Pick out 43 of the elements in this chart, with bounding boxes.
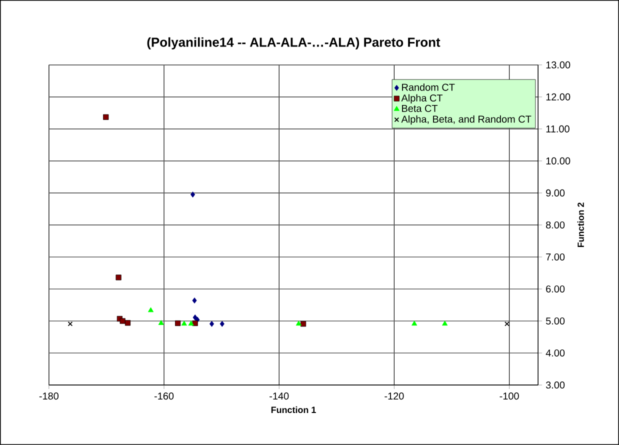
point — [175, 320, 181, 326]
point — [412, 320, 418, 326]
y-tick-label: 7.00 — [546, 253, 565, 261]
y-tick-label: 6.00 — [546, 285, 565, 293]
point — [120, 318, 126, 324]
point — [220, 320, 224, 327]
y-tick-label: 8.00 — [546, 221, 565, 229]
y-axis-title: Function 2 — [577, 202, 584, 248]
point — [188, 320, 194, 326]
point — [300, 321, 306, 327]
point — [190, 192, 196, 198]
point — [192, 298, 197, 304]
x-tick-label: -180 — [39, 392, 59, 400]
legend-label: Random CT — [402, 84, 455, 91]
point — [209, 320, 214, 327]
point — [192, 320, 198, 326]
x-tick-label: -120 — [384, 392, 404, 400]
y-tick-label: 11.00 — [546, 125, 570, 132]
legend-label: Alpha, Beta, and Random CT — [401, 115, 532, 125]
x-axis-title: Function 1 — [271, 406, 316, 414]
chart-title: (Polyaniline14 -- ALA-ALA-…-ALA) Pareto Front — [147, 37, 440, 50]
y-tick-label: 12.00 — [546, 93, 570, 100]
y-tick-label: 9.00 — [546, 189, 565, 197]
y-tick-label: 10.00 — [546, 157, 570, 164]
point — [504, 321, 510, 326]
point — [181, 320, 187, 326]
point — [124, 320, 131, 326]
x-tick-label: -160 — [154, 392, 174, 400]
y-tick-label: 3.00 — [546, 382, 565, 389]
point — [148, 307, 154, 312]
x-tick-label: -100 — [500, 392, 519, 400]
point — [103, 114, 109, 120]
point — [442, 320, 448, 326]
y-tick-label: 4.00 — [546, 350, 565, 357]
legend-label: Alpha CT — [401, 94, 443, 104]
point — [68, 321, 73, 326]
y-tick-label: 5.00 — [546, 318, 565, 325]
x-tick-label: -140 — [270, 392, 289, 400]
point — [158, 320, 164, 325]
point — [116, 274, 122, 280]
y-tick-label: 13.00 — [546, 61, 570, 68]
point — [296, 320, 302, 326]
legend-label: Beta CT — [402, 104, 438, 112]
